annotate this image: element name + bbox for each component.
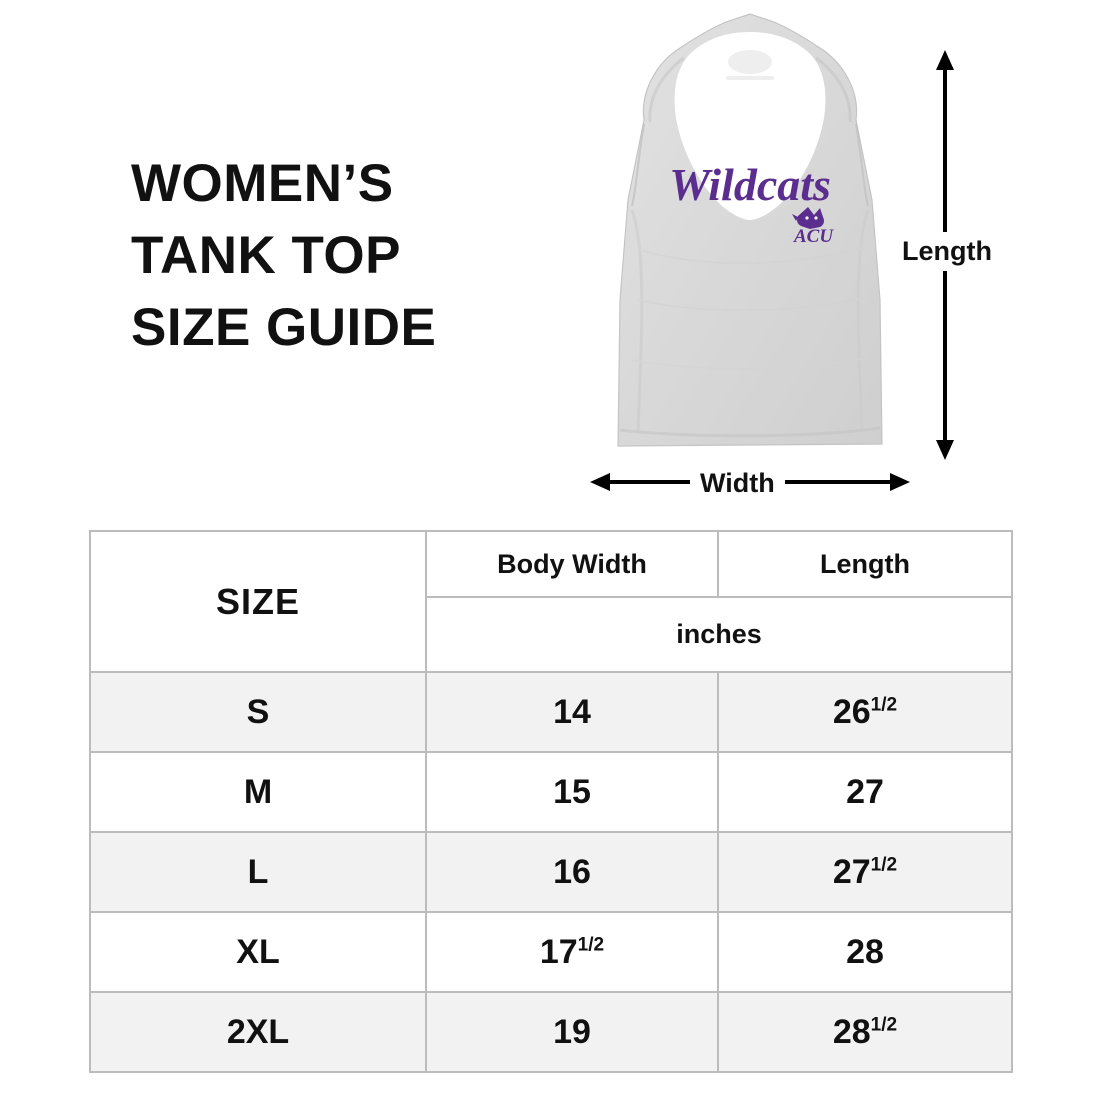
value-whole: 17 [539, 932, 578, 971]
value-fraction: 1/2 [577, 934, 605, 956]
table-row: XL 171/2 28 [89, 911, 1013, 993]
tank-top-illustration: Wildcats ACU [580, 0, 920, 460]
racerback-opening [674, 32, 826, 220]
table-header-row-2: inches [90, 596, 1013, 673]
value-whole: 27 [832, 852, 871, 891]
chest-print: Wildcats ACU [669, 159, 834, 247]
value-whole: 26 [832, 692, 871, 731]
title-line-2: TANK TOP [131, 226, 401, 285]
cell-body-width: 16 [425, 831, 719, 913]
value-whole: 14 [553, 692, 591, 731]
page-title: WOMEN’S TANK TOP SIZE GUIDE [131, 148, 591, 364]
table-row: 2XL 19 281/2 [89, 991, 1013, 1073]
title-line-1: WOMEN’S [131, 154, 394, 213]
arrowhead-down-icon [936, 440, 954, 460]
cell-length: 28 [717, 911, 1013, 993]
length-measure-label: Length [896, 232, 998, 271]
value-whole: 27 [846, 772, 884, 811]
title-line-3: SIZE GUIDE [131, 298, 437, 357]
neck-label [726, 50, 774, 80]
cell-length: 27 [717, 751, 1013, 833]
cell-length: 281/2 [717, 991, 1013, 1073]
cell-size: M [89, 751, 427, 833]
value-whole: 28 [832, 1012, 871, 1051]
cell-body-width: 15 [425, 751, 719, 833]
wildcats-script-text: Wildcats [669, 159, 831, 210]
cell-length: 261/2 [717, 671, 1013, 753]
table-row: S 14 261/2 [89, 671, 1013, 753]
header-length: Length [717, 530, 1013, 598]
value-whole: 16 [553, 852, 591, 891]
header-units: inches [425, 596, 1013, 673]
value-fraction: 1/2 [870, 694, 898, 716]
size-chart-table: SIZE Body Width Length inches S 14 261/2… [89, 530, 1013, 1073]
header-size: SIZE [89, 530, 427, 673]
cell-length: 271/2 [717, 831, 1013, 913]
value-fraction: 1/2 [870, 854, 898, 876]
cell-body-width: 14 [425, 671, 719, 753]
cell-size: L [89, 831, 427, 913]
table-row: L 16 271/2 [89, 831, 1013, 913]
width-measure-label: Width [690, 466, 785, 501]
arrowhead-right-icon [890, 473, 910, 491]
cell-body-width: 19 [425, 991, 719, 1073]
tank-top-svg: Wildcats ACU [617, 13, 883, 447]
cell-size: S [89, 671, 427, 753]
header-body-width: Body Width [425, 530, 719, 598]
cell-body-width: 171/2 [425, 911, 719, 993]
table-header-row-1: SIZE Body Width Length [89, 530, 1013, 673]
value-whole: 28 [846, 932, 884, 971]
value-whole: 19 [553, 1012, 591, 1051]
value-whole: 15 [553, 772, 591, 811]
tank-body [617, 13, 883, 447]
wildcat-head-icon [792, 207, 824, 229]
acu-wordmark-text: ACU [793, 226, 834, 247]
cell-size: 2XL [89, 991, 427, 1073]
table-body: S 14 261/2 M 15 27 L 16 271/2 XL 171/2 2… [89, 671, 1013, 1073]
value-fraction: 1/2 [870, 1014, 898, 1036]
acu-logo: ACU [792, 207, 834, 247]
cell-size: XL [89, 911, 427, 993]
arrowhead-left-icon [590, 473, 610, 491]
arrowhead-up-icon [936, 50, 954, 70]
table-row: M 15 27 [89, 751, 1013, 833]
